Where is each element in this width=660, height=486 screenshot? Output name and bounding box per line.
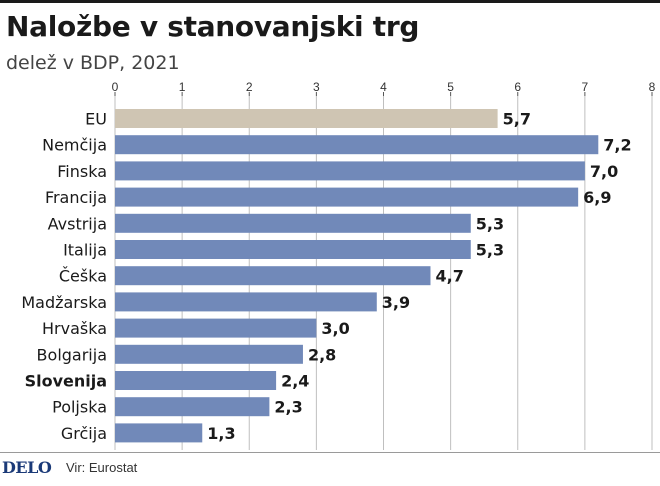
bar xyxy=(115,397,270,417)
delo-logo: DELO xyxy=(2,458,52,477)
bar xyxy=(115,266,431,286)
value-label: 1,3 xyxy=(207,424,235,443)
category-label: Slovenija xyxy=(25,372,107,391)
bar xyxy=(115,344,303,364)
bar xyxy=(115,423,203,443)
category-label: Grčija xyxy=(61,424,107,443)
value-label: 5,3 xyxy=(476,241,504,260)
value-label: 6,9 xyxy=(583,188,611,207)
x-tick-label: 6 xyxy=(514,80,521,94)
value-label: 3,9 xyxy=(382,293,410,312)
x-tick-label: 0 xyxy=(112,80,119,94)
value-label: 5,3 xyxy=(476,214,504,233)
chart-subtitle: delež v BDP, 2021 xyxy=(6,52,180,74)
bar-chart: 0 1 2 3 4 5 6 7 8 EU 5,7 Nemčija 7,2 Finska 7,0 Francij… xyxy=(21,80,656,450)
x-tick-label: 7 xyxy=(582,80,589,94)
category-label: Češka xyxy=(59,267,107,286)
x-tick-label: 5 xyxy=(447,80,454,94)
value-label: 2,3 xyxy=(274,398,302,417)
category-label: Italija xyxy=(63,241,107,260)
category-label: Finska xyxy=(57,162,107,181)
value-label: 7,2 xyxy=(603,136,631,155)
category-label: Nemčija xyxy=(42,136,107,155)
value-label: 3,0 xyxy=(321,319,349,338)
value-label: 2,4 xyxy=(281,372,309,391)
category-label: Hrvaška xyxy=(42,319,107,338)
bar xyxy=(115,292,377,312)
chart-title: Naložbe v stanovanjski trg xyxy=(6,10,420,43)
footer-rule xyxy=(0,452,660,453)
x-tick-label: 1 xyxy=(179,80,186,94)
bar xyxy=(115,161,585,181)
bar xyxy=(115,240,471,259)
bar-eu xyxy=(115,109,498,128)
value-label: 4,7 xyxy=(435,267,463,286)
x-tick-label: 2 xyxy=(246,80,253,94)
bar xyxy=(115,135,599,155)
top-rule xyxy=(0,0,660,3)
category-label: Avstrija xyxy=(48,214,107,233)
category-label: Bolgarija xyxy=(37,345,107,364)
x-tick-label: 4 xyxy=(380,80,387,94)
category-label: Poljska xyxy=(52,398,107,417)
value-label: 5,7 xyxy=(503,110,531,129)
bar xyxy=(115,187,579,207)
category-label: Madžarska xyxy=(21,293,107,312)
value-label: 2,8 xyxy=(308,345,336,364)
x-tick-label: 8 xyxy=(649,80,656,94)
source-note: Vir: Eurostat xyxy=(66,460,138,475)
x-tick-label: 3 xyxy=(313,80,320,94)
bar xyxy=(115,213,471,233)
bar xyxy=(115,371,277,390)
value-label: 7,0 xyxy=(590,162,618,181)
bar xyxy=(115,318,317,338)
category-label: Francija xyxy=(45,188,107,207)
category-label: EU xyxy=(85,110,107,129)
